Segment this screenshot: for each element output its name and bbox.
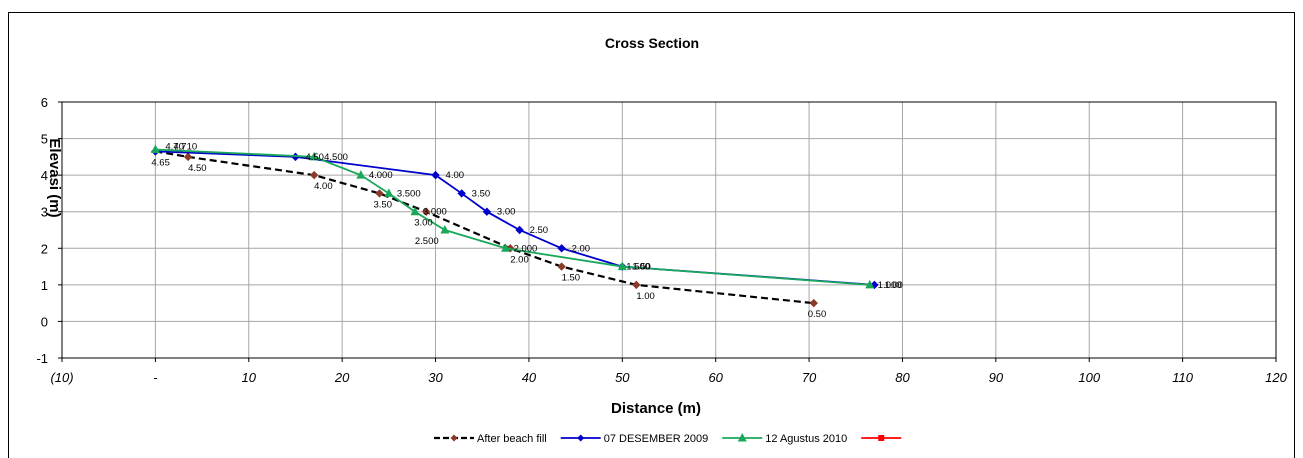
data-point-marker [440,225,450,234]
y-tick-label: 0 [41,314,48,329]
data-point-marker [482,207,492,216]
legend: After beach fill 07 DESEMBER 2009 12 Agust… [434,433,902,445]
x-tick-label: 110 [1172,370,1193,385]
data-label: 4.000 [369,170,393,181]
data-point-marker [183,152,193,162]
data-point-marker [410,206,420,216]
data-label: 2.50 [530,225,549,236]
data-label: 4.50 [305,152,324,163]
data-label: 0.50 [808,309,827,320]
x-tick-label: 90 [989,370,1004,385]
y-tick-label: 2 [41,241,48,256]
x-tick-label: 100 [1078,370,1100,385]
data-label: 2.500 [415,236,439,247]
data-point-marker [421,207,431,216]
data-point-marker [457,189,466,198]
y-axis-label: Elevasi (m) [46,138,63,217]
data-label: 1.000 [878,280,902,291]
data-point-marker [617,261,627,271]
x-axis-label: Distance (m) [611,400,701,417]
data-point-marker [865,279,875,289]
x-tick-label: 70 [802,370,817,385]
data-label: 1.50 [562,273,581,284]
data-label: 3.00 [414,218,433,229]
data-label: 4.00 [446,170,465,181]
y-axis-label-text: Elevasi (m) [46,138,63,217]
data-label: 2.00 [572,243,591,254]
legend-entry-label: After beach fill [477,433,547,445]
data-label: 1.500 [626,262,650,273]
grid [61,101,1277,359]
data-point-marker [632,280,641,290]
data-label: 4.50 [188,163,207,174]
data-label: 3.000 [423,207,447,218]
x-tick-label: 80 [895,370,910,385]
data-label: 4.710 [173,142,197,153]
legend-entry-label: 07 DESEMBER 2009 [604,433,709,445]
data-label: 2.00 [510,254,529,265]
data-label: 1.00 [884,280,903,291]
x-tick-label: (10) [50,370,73,385]
y-axis-ticks: -1 0 1 2 3 4 5 6 [36,95,62,366]
data-point-marker [515,225,524,235]
x-tick-label: 20 [334,370,350,385]
legend-swatch-marker [450,434,458,442]
chart-title: Cross Section [605,35,699,51]
data-point-marker [150,144,160,154]
data-label: 4.500 [324,152,348,163]
data-label: 1.00 [636,291,655,302]
data-point-marker [557,262,566,271]
data-point-marker [375,189,384,198]
data-label: 3.500 [397,188,421,199]
x-tick-label: - [153,370,158,385]
x-tick-label: 60 [708,370,723,385]
x-axis-ticks: (10) - 10 20 30 40 50 60 70 80 90 100 110 120 [50,358,1288,385]
x-tick-label: 120 [1265,370,1287,385]
data-label: 3.50 [472,188,491,199]
data-point-marker [384,188,394,197]
x-tick-label: 10 [242,370,257,385]
data-label: 2.000 [514,243,538,254]
series-layer [150,144,879,308]
data-point-marker [557,244,566,253]
legend-swatch-marker [577,434,585,442]
y-tick-label: 3 [41,205,48,220]
x-tick-label: 40 [522,370,537,385]
data-point-marker [431,170,440,180]
data-point-marker [809,298,818,308]
data-point-marker [309,170,319,180]
plot-area-border [61,101,1277,359]
y-tick-label: 6 [41,95,48,110]
data-label: 4.65 [151,157,170,168]
legend-swatch-marker [737,433,747,442]
data-label: 1.50 [632,262,651,273]
x-tick-label: 50 [615,370,630,385]
legend-swatch-marker [878,435,885,441]
data-point-marker [501,243,511,252]
data-label: 4.00 [314,181,333,192]
series-line [155,150,814,305]
y-tick-label: -1 [36,351,48,366]
data-label: 3.50 [374,199,393,210]
data-point-marker [309,151,319,161]
legend-entry-label: 12 Agustus 2010 [765,433,847,445]
y-tick-label: 5 [41,132,48,147]
data-label: 3.00 [497,207,516,218]
x-tick-label: 30 [428,370,443,385]
data-label: 4.70 [165,141,184,152]
data-point-marker [356,170,366,179]
y-tick-label: 4 [41,168,48,183]
data-labels-layer: 4.65 4.50 4.00 3.50 3.00 2.00 1.50 1.00 0.50 4.70… [151,141,903,320]
y-tick-label: 1 [41,278,48,293]
chart-frame [8,12,1295,458]
